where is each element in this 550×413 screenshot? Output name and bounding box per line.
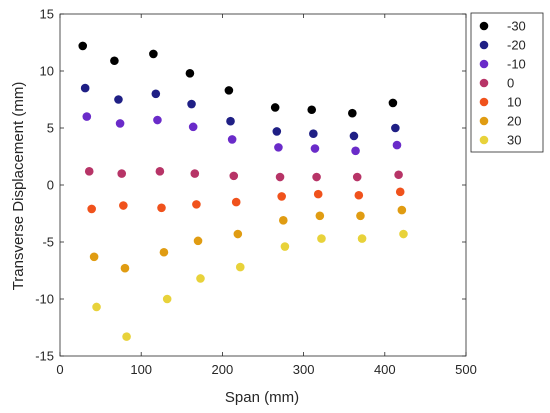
- data-point: [120, 263, 130, 273]
- data-point: [357, 234, 367, 243]
- data-point: [272, 127, 282, 136]
- y-axis-label: Transverse Displacement (mm): [10, 82, 27, 291]
- data-point: [277, 192, 286, 201]
- x-tick-label: 0: [56, 362, 63, 377]
- data-point: [399, 229, 408, 239]
- data-point: [196, 274, 205, 283]
- y-tick-label: -15: [35, 349, 54, 364]
- data-point: [313, 189, 323, 199]
- legend-marker: [479, 135, 489, 145]
- data-point: [188, 122, 198, 132]
- legend-marker: [479, 40, 489, 50]
- plot-area: [59, 13, 467, 357]
- data-point: [397, 205, 407, 215]
- legend-marker: [479, 78, 489, 88]
- data-point: [315, 211, 325, 221]
- data-point: [279, 216, 288, 225]
- data-point: [307, 105, 317, 115]
- data-point: [114, 95, 123, 104]
- data-point: [226, 116, 235, 126]
- data-point: [395, 187, 405, 197]
- legend-entry: -20: [507, 38, 526, 53]
- data-point: [392, 140, 402, 150]
- data-point: [270, 103, 280, 112]
- data-points: [78, 41, 408, 341]
- data-point: [312, 172, 321, 182]
- data-point: [82, 112, 92, 121]
- data-point: [78, 41, 88, 51]
- data-point: [310, 144, 320, 153]
- data-point: [159, 247, 169, 257]
- x-axis: 0 100 200 300 400 500: [56, 14, 477, 377]
- plot-frame: [59, 13, 467, 357]
- x-axis-label: Span (mm): [225, 389, 299, 406]
- legend-marker: [479, 21, 489, 31]
- y-tick-label: 10: [40, 64, 54, 79]
- legend-entry: 20: [507, 114, 521, 129]
- y-axis: -15 -10 -5 0 5 10 15: [35, 7, 466, 364]
- data-point: [229, 171, 239, 181]
- data-point: [224, 86, 234, 95]
- y-tick-label: 0: [47, 178, 54, 193]
- data-point: [348, 108, 357, 118]
- x-tick-label: 500: [455, 362, 477, 377]
- data-point: [227, 135, 237, 144]
- y-tick-label: -10: [35, 292, 54, 307]
- data-point: [84, 167, 94, 176]
- legend-marker: [479, 59, 489, 69]
- legend-entry: 0: [507, 76, 514, 91]
- data-point: [274, 143, 283, 152]
- data-point: [119, 201, 128, 210]
- data-point: [356, 211, 365, 221]
- data-point: [80, 83, 90, 93]
- legend-marker: [479, 116, 489, 126]
- data-point: [309, 129, 318, 138]
- data-point: [122, 332, 131, 341]
- data-point: [192, 200, 201, 209]
- legend-entry: -10: [507, 57, 526, 72]
- legend-entry: 30: [507, 133, 521, 148]
- data-point: [157, 203, 166, 213]
- x-tick-label: 100: [130, 362, 152, 377]
- data-point: [117, 169, 127, 178]
- legend-entry: -30: [507, 19, 526, 34]
- y-tick-label: -5: [42, 235, 54, 250]
- data-point: [187, 99, 196, 109]
- data-point: [394, 170, 403, 180]
- data-point: [233, 229, 243, 239]
- data-point: [151, 89, 161, 99]
- x-tick-label: 300: [293, 362, 315, 377]
- data-point: [92, 302, 101, 312]
- data-point: [155, 167, 165, 176]
- legend-entry: 10: [507, 95, 521, 110]
- data-point: [110, 56, 119, 66]
- data-point: [275, 172, 285, 182]
- data-point: [231, 197, 241, 207]
- data-point: [153, 115, 162, 125]
- data-point: [149, 49, 158, 59]
- data-point: [354, 190, 364, 200]
- data-point: [280, 242, 290, 251]
- data-point: [351, 146, 360, 156]
- x-tick-label: 400: [374, 362, 396, 377]
- data-point: [115, 119, 125, 128]
- data-point: [388, 98, 398, 108]
- data-point: [352, 172, 362, 182]
- x-tick-label: 200: [212, 362, 234, 377]
- data-point: [235, 262, 245, 272]
- data-point: [317, 234, 326, 243]
- data-point: [162, 294, 172, 304]
- legend-marker: [479, 97, 489, 107]
- y-tick-label: 5: [47, 121, 54, 136]
- legend: -30 -20 -10 0 10 20 30: [470, 12, 544, 153]
- y-tick-label: 15: [40, 7, 54, 22]
- data-point: [87, 204, 96, 214]
- data-point: [391, 123, 400, 133]
- data-point: [349, 131, 359, 141]
- data-point: [190, 169, 200, 178]
- data-point: [185, 68, 195, 78]
- data-point: [89, 252, 99, 262]
- data-point: [193, 236, 203, 246]
